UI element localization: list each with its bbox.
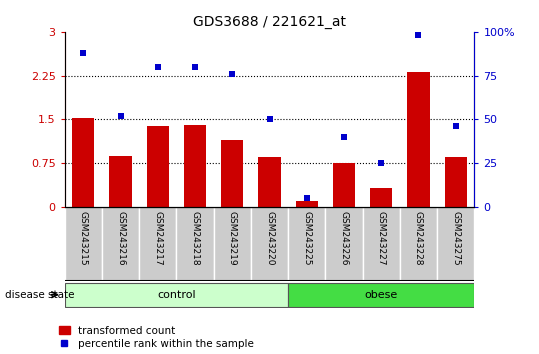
Bar [326,207,363,281]
Bar [184,125,206,207]
Point [79,50,88,56]
Point [265,117,274,122]
Text: obese: obese [364,290,398,300]
Text: GSM243226: GSM243226 [340,211,349,265]
Text: control: control [157,290,196,300]
Point [154,64,162,70]
Point [451,124,460,129]
Point [340,134,348,140]
Bar [65,207,102,281]
Point [191,64,199,70]
Title: GDS3688 / 221621_at: GDS3688 / 221621_at [193,16,346,29]
Bar [213,207,251,281]
Point [302,195,311,201]
Text: GSM243225: GSM243225 [302,211,311,265]
Bar [258,158,281,207]
Text: GSM243217: GSM243217 [153,211,162,266]
Bar [333,163,355,207]
Bar [72,118,94,207]
Bar [147,126,169,207]
Text: GSM243216: GSM243216 [116,211,125,266]
Bar [370,188,392,207]
Bar [288,283,474,307]
Bar [363,207,400,281]
Text: GSM243215: GSM243215 [79,211,88,266]
Bar [251,207,288,281]
Bar [109,156,132,207]
Bar [295,201,318,207]
Bar [437,207,474,281]
Text: GSM243218: GSM243218 [190,211,199,266]
Point [377,160,385,166]
Text: GSM243220: GSM243220 [265,211,274,265]
Text: GSM243219: GSM243219 [228,211,237,266]
Text: GSM243227: GSM243227 [377,211,386,265]
Bar [139,207,176,281]
Text: GSM243228: GSM243228 [414,211,423,265]
Text: GSM243275: GSM243275 [451,211,460,266]
Point [414,33,423,38]
Bar [65,283,288,307]
Point [116,113,125,119]
Text: disease state: disease state [5,290,75,300]
Legend: transformed count, percentile rank within the sample: transformed count, percentile rank withi… [59,326,254,349]
Bar [221,140,244,207]
Bar [102,207,139,281]
Bar [400,207,437,281]
Bar [445,158,467,207]
Bar [407,72,430,207]
Bar [288,207,326,281]
Bar [176,207,213,281]
Point [228,71,237,77]
